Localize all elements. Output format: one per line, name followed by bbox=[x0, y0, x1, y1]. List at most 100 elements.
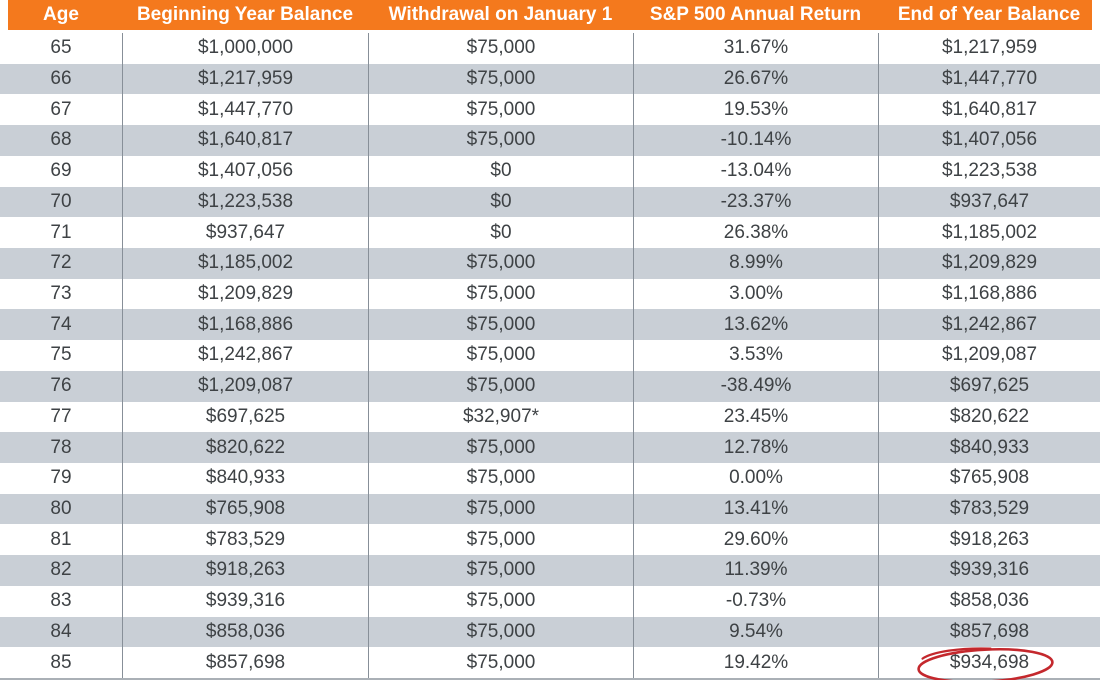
cell-beginning-balance: $820,622 bbox=[122, 432, 368, 463]
table-row: 69 $1,407,056 $0 -13.04% $1,223,538 bbox=[0, 155, 1100, 187]
cell-age: 78 bbox=[50, 436, 72, 458]
cell-age: 68 bbox=[50, 129, 72, 151]
cell-beginning-balance: $783,529 bbox=[122, 524, 368, 556]
cell-beginning-balance: $857,698 bbox=[122, 647, 368, 678]
cell-withdrawal: $75,000 bbox=[368, 370, 633, 402]
table-row: 81 $783,529 $75,000 29.60% $918,263 bbox=[0, 524, 1100, 556]
column-header-beginning-balance: Beginning Year Balance bbox=[136, 4, 354, 25]
cell-end-balance: $1,209,087 bbox=[878, 340, 1100, 371]
cell-withdrawal: $75,000 bbox=[368, 278, 633, 310]
cell-withdrawal: $0 bbox=[368, 186, 633, 218]
cell-withdrawal: $75,000 bbox=[368, 647, 633, 678]
cell-beginning-balance: $939,316 bbox=[122, 585, 368, 617]
cell-age: 83 bbox=[50, 590, 72, 612]
cell-withdrawal: $75,000 bbox=[368, 309, 633, 341]
table-row: 68 $1,640,817 $75,000 -10.14% $1,407,056 bbox=[0, 125, 1100, 156]
table-row: 75 $1,242,867 $75,000 3.53% $1,209,087 bbox=[0, 340, 1100, 371]
table-row: 72 $1,185,002 $75,000 8.99% $1,209,829 bbox=[0, 247, 1100, 279]
cell-age: 76 bbox=[50, 375, 72, 397]
cell-age: 75 bbox=[50, 344, 72, 366]
cell-withdrawal: $75,000 bbox=[368, 616, 633, 648]
cell-withdrawal: $75,000 bbox=[368, 340, 633, 371]
cell-annual-return: 19.42% bbox=[633, 647, 878, 678]
cell-annual-return: 9.54% bbox=[633, 616, 878, 648]
cell-age: 71 bbox=[50, 221, 72, 243]
cell-annual-return: -13.04% bbox=[633, 155, 878, 187]
cell-beginning-balance: $918,263 bbox=[122, 555, 368, 586]
cell-beginning-balance: $1,242,867 bbox=[122, 340, 368, 371]
cell-end-balance: $1,209,829 bbox=[878, 247, 1100, 279]
cell-end-balance: $840,933 bbox=[878, 432, 1100, 463]
cell-withdrawal: $75,000 bbox=[368, 94, 633, 126]
cell-age: 65 bbox=[50, 37, 72, 59]
red-circle-annotation bbox=[916, 647, 1054, 680]
cell-beginning-balance: $1,168,886 bbox=[122, 309, 368, 341]
cell-end-balance: $858,036 bbox=[878, 585, 1100, 617]
cell-end-balance: $1,640,817 bbox=[878, 94, 1100, 126]
cell-age: 79 bbox=[50, 467, 72, 489]
cell-annual-return: 8.99% bbox=[633, 247, 878, 279]
table-row: 79 $840,933 $75,000 0.00% $765,908 bbox=[0, 462, 1100, 494]
cell-withdrawal: $75,000 bbox=[368, 63, 633, 95]
cell-end-balance: $1,217,959 bbox=[878, 33, 1100, 64]
cell-annual-return: 12.78% bbox=[633, 432, 878, 463]
table-row: 77 $697,625 $32,907* 23.45% $820,622 bbox=[0, 401, 1100, 433]
cell-end-balance: $918,263 bbox=[878, 524, 1100, 556]
table-header-row: Age Beginning Year Balance Withdrawal on… bbox=[0, 0, 1100, 33]
cell-beginning-balance: $765,908 bbox=[122, 493, 368, 525]
cell-annual-return: 26.67% bbox=[633, 63, 878, 95]
cell-end-balance: $1,407,056 bbox=[878, 125, 1100, 156]
column-header-end-balance: End of Year Balance bbox=[897, 4, 1081, 25]
cell-beginning-balance: $1,000,000 bbox=[122, 33, 368, 64]
cell-end-balance: $1,223,538 bbox=[878, 155, 1100, 187]
cell-annual-return: 19.53% bbox=[633, 94, 878, 126]
table-row: 76 $1,209,087 $75,000 -38.49% $697,625 bbox=[0, 370, 1100, 402]
cell-beginning-balance: $1,209,087 bbox=[122, 370, 368, 402]
cell-annual-return: 3.53% bbox=[633, 340, 878, 371]
column-header-age: Age bbox=[43, 4, 79, 25]
cell-beginning-balance: $840,933 bbox=[122, 462, 368, 494]
cell-age: 72 bbox=[50, 252, 72, 274]
table-row: 70 $1,223,538 $0 -23.37% $937,647 bbox=[0, 186, 1100, 218]
table-row: 74 $1,168,886 $75,000 13.62% $1,242,867 bbox=[0, 309, 1100, 341]
cell-beginning-balance: $697,625 bbox=[122, 401, 368, 433]
cell-age: 84 bbox=[50, 620, 72, 642]
table-row: 78 $820,622 $75,000 12.78% $840,933 bbox=[0, 432, 1100, 463]
cell-withdrawal: $75,000 bbox=[368, 493, 633, 525]
cell-annual-return: 11.39% bbox=[633, 555, 878, 586]
cell-end-balance: $1,168,886 bbox=[878, 278, 1100, 310]
column-header-withdrawal: Withdrawal on January 1 bbox=[388, 4, 613, 25]
cell-end-balance: $937,647 bbox=[878, 186, 1100, 218]
table-row: 83 $939,316 $75,000 -0.73% $858,036 bbox=[0, 585, 1100, 617]
cell-end-balance: $765,908 bbox=[878, 462, 1100, 494]
cell-withdrawal: $75,000 bbox=[368, 33, 633, 64]
cell-end-balance: $939,316 bbox=[878, 555, 1100, 586]
cell-age: 66 bbox=[50, 68, 72, 90]
cell-end-balance: $934,698 bbox=[878, 647, 1100, 680]
cell-age: 73 bbox=[50, 283, 72, 305]
cell-withdrawal: $75,000 bbox=[368, 247, 633, 279]
cell-annual-return: -0.73% bbox=[633, 585, 878, 617]
table-row: 67 $1,447,770 $75,000 19.53% $1,640,817 bbox=[0, 94, 1100, 126]
cell-age: 81 bbox=[50, 528, 72, 550]
cell-annual-return: -10.14% bbox=[633, 125, 878, 156]
cell-beginning-balance: $1,407,056 bbox=[122, 155, 368, 187]
cell-end-balance: $1,185,002 bbox=[878, 217, 1100, 248]
cell-beginning-balance: $1,209,829 bbox=[122, 278, 368, 310]
cell-withdrawal: $0 bbox=[368, 217, 633, 248]
cell-beginning-balance: $937,647 bbox=[122, 217, 368, 248]
cell-withdrawal: $75,000 bbox=[368, 462, 633, 494]
cell-withdrawal: $75,000 bbox=[368, 125, 633, 156]
table-row: 71 $937,647 $0 26.38% $1,185,002 bbox=[0, 217, 1100, 248]
cell-age: 67 bbox=[50, 98, 72, 120]
table-body: 65 $1,000,000 $75,000 31.67% $1,217,959 66 $1,… bbox=[0, 33, 1100, 680]
cell-withdrawal: $32,907* bbox=[368, 401, 633, 433]
cell-age: 85 bbox=[50, 651, 72, 673]
cell-annual-return: 29.60% bbox=[633, 524, 878, 556]
cell-age: 70 bbox=[50, 190, 72, 212]
table-row: 82 $918,263 $75,000 11.39% $939,316 bbox=[0, 555, 1100, 586]
cell-age: 74 bbox=[50, 313, 72, 335]
cell-annual-return: -38.49% bbox=[633, 370, 878, 402]
cell-annual-return: 0.00% bbox=[633, 462, 878, 494]
